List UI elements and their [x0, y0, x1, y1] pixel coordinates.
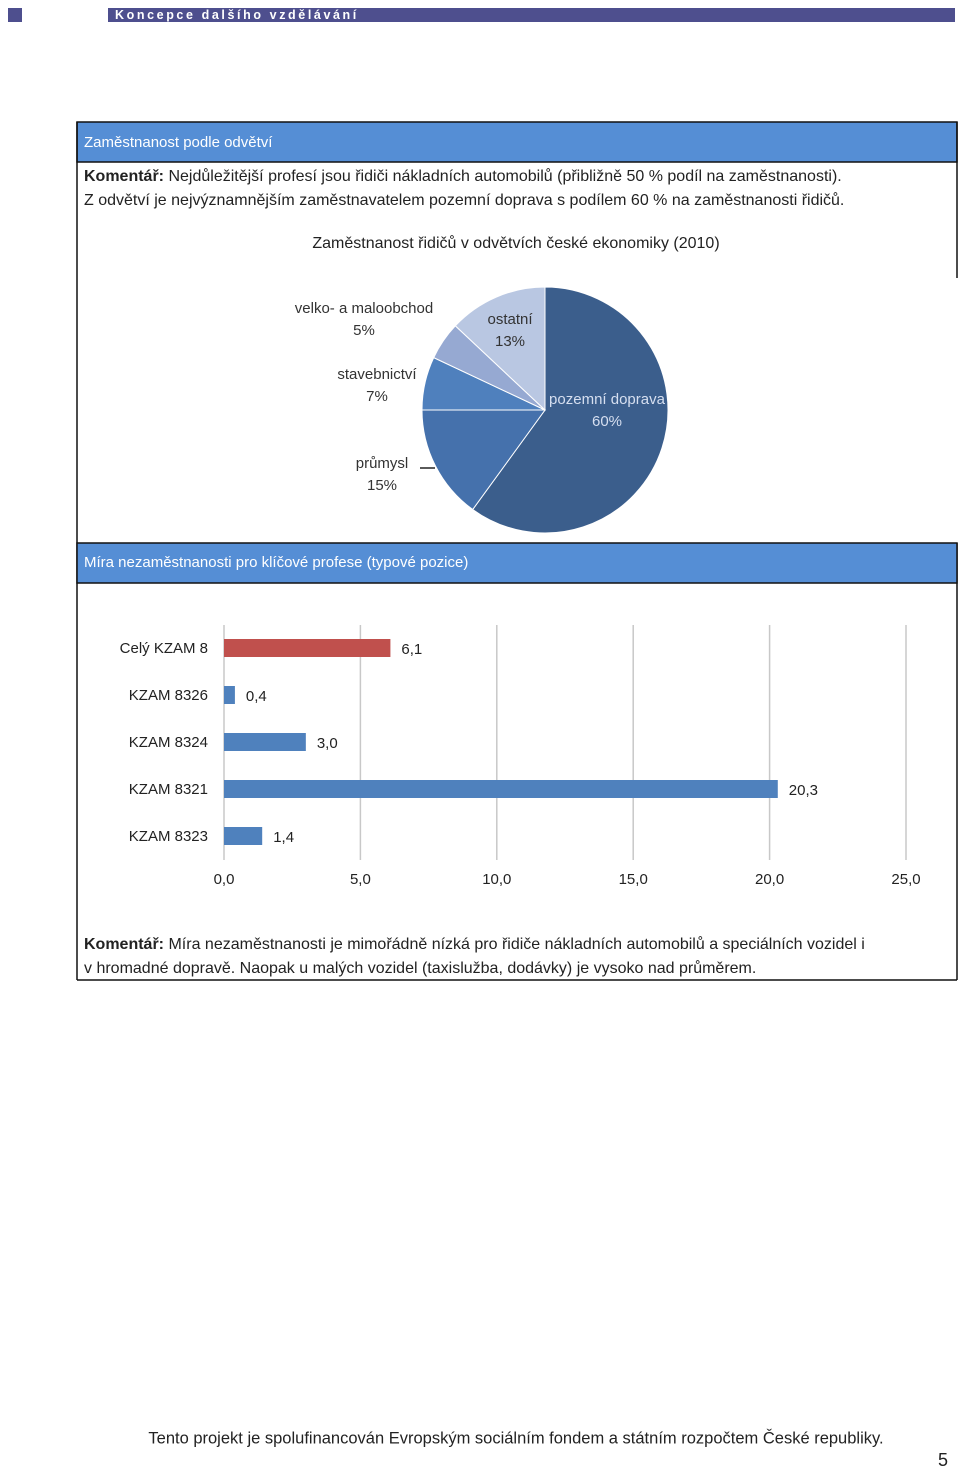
footer-text: Tento projekt je spolufinancován Evropsk… — [148, 1428, 883, 1447]
category-label: KZAM 8321 — [129, 781, 208, 798]
comment-line: Z odvětví je nejvýznamnějším zaměstnavat… — [84, 191, 844, 209]
category-label: KZAM 8324 — [129, 734, 208, 751]
header-title: Koncepce dalšího vzdělávání — [115, 8, 359, 22]
bar-chart: 0,0 5,0 10,0 15,0 20,0 25,0 Celý KZAM 8 6,1 KZAM… — [120, 625, 921, 888]
x-tick-label: 15,0 — [619, 871, 648, 888]
bar — [224, 639, 391, 657]
comment-line: v hromadné dopravě. Naopak u malých vozi… — [84, 959, 756, 977]
value-label: 0,4 — [246, 688, 267, 705]
section-title: Míra nezaměstnanosti pro klíčové profese… — [84, 554, 468, 571]
x-tick-label: 5,0 — [350, 871, 371, 888]
bar — [224, 733, 306, 751]
slice-value-label: 5% — [353, 322, 375, 339]
comment: Komentář: Míra nezaměstnanosti je mimořá… — [84, 935, 865, 953]
comment: Komentář: Nejdůležitější profesí jsou ři… — [84, 167, 842, 185]
comment-line: Míra nezaměstnanosti je mimořádně nízká … — [168, 935, 864, 953]
slice-label: průmysl — [356, 455, 409, 472]
header-square — [8, 8, 22, 22]
pie-slice — [454, 286, 546, 412]
bar — [224, 827, 263, 845]
value-label: 1,4 — [273, 829, 294, 846]
header-bar — [108, 8, 955, 22]
slice-label: pozemní doprava — [549, 391, 666, 408]
comment-label: Komentář: — [84, 168, 164, 185]
x-tick-label: 20,0 — [755, 871, 784, 888]
pie-slice — [472, 286, 669, 534]
chart-title: Zaměstnanost řidičů v odvětvích české ek… — [312, 234, 719, 252]
bar — [224, 780, 778, 798]
bar — [224, 686, 235, 704]
comment-label: Komentář: — [84, 936, 164, 953]
slice-label: velko- a maloobchod — [295, 300, 433, 317]
section-title: Zaměstnanost podle odvětví — [84, 134, 273, 151]
x-tick-label: 25,0 — [891, 871, 920, 888]
category-label: Celý KZAM 8 — [120, 640, 208, 657]
slice-value-label: 15% — [367, 477, 397, 494]
slice-label: stavebnictví — [337, 366, 417, 383]
x-tick-label: 10,0 — [482, 871, 511, 888]
slice-value-label: 13% — [495, 333, 525, 350]
slice-value-label: 60% — [592, 413, 622, 430]
category-label: KZAM 8326 — [129, 687, 208, 704]
value-label: 3,0 — [317, 735, 338, 752]
value-label: 20,3 — [789, 782, 818, 799]
pie-slice — [421, 409, 546, 511]
x-tick-label: 0,0 — [214, 871, 235, 888]
slice-label: ostatní — [487, 311, 533, 328]
slice-value-label: 7% — [366, 388, 388, 405]
comment-line: Nejdůležitější profesí jsou řidiči nákla… — [168, 167, 841, 185]
value-label: 6,1 — [401, 641, 422, 658]
pie-chart: pozemní doprava 60% průmysl 15% stavebnictví… — [295, 286, 669, 534]
page-number: 5 — [938, 1450, 948, 1469]
category-label: KZAM 8323 — [129, 828, 208, 845]
section-header — [76, 542, 958, 584]
